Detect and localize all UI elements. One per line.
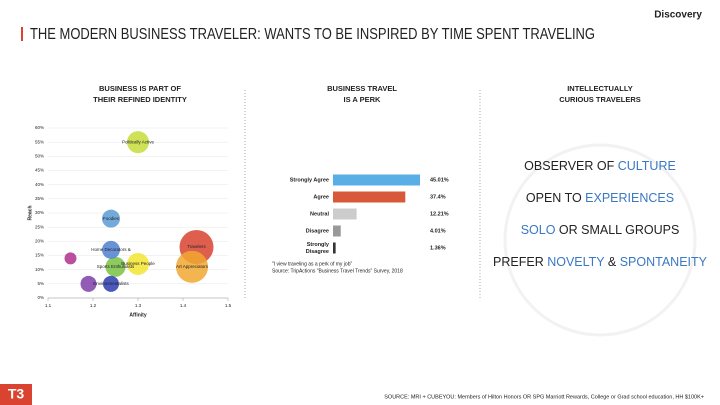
bar-value-label: 4.01% [430,228,446,234]
trait-text: OR SMALL GROUPS [555,223,679,237]
bubble [127,253,149,275]
logo-box [0,384,32,405]
bubble-label: Travelers [187,244,206,249]
section-subtitle: BUSINESS TRAVEL [327,84,397,93]
bar [333,242,336,254]
category-label: Strongly Disagree [306,242,330,255]
note: "I view traveling as a perk of my job" [272,261,352,267]
y-tick-label: 20% [35,239,44,244]
logo: T3 [8,386,25,402]
bubble [64,252,77,265]
x-tick-label: 1.4 [180,303,187,308]
background-circle [503,143,697,337]
bar [333,191,406,203]
trait-text: & [604,255,619,269]
trait: OBSERVER OF CULTURE [524,159,676,173]
x-tick-label: 1.1 [45,303,52,308]
trait: OPEN TO EXPERIENCES [526,191,674,205]
section-subtitle: THEIR REFINED IDENTITY [93,95,187,104]
y-tick-label: 25% [35,224,44,229]
bar-value-label: 45.01% [430,177,449,183]
bar [333,208,357,220]
bubble [127,131,149,154]
section-subtitle: IS A PERK [344,95,382,104]
trait-highlight: EXPERIENCES [585,191,674,205]
y-tick-label: 0% [37,295,44,300]
bar-value-label: 37.4% [430,194,446,200]
section-subtitle: BUSINESS IS PART OF [99,84,181,93]
trait: PREFER NOVELTY & SPONTANEITY [493,255,708,269]
trait-highlight: NOVELTY [547,255,605,269]
trait-text: PREFER [493,255,547,269]
bubble [102,240,120,259]
trait-text: OBSERVER OF [524,159,618,173]
bubble-label: Environmentalists [93,281,129,286]
category-label-line: Disagree [306,249,329,255]
title-accent [21,27,23,41]
x-tick-label: 1.3 [135,303,142,308]
bubble [80,275,97,292]
footer-source: SOURCE: MRI + CUBEYOU: Members of Hilton… [384,394,704,400]
y-axis-label: Reach [27,205,33,220]
y-tick-label: 10% [35,267,44,272]
brand: Discovery [654,10,702,21]
trait-text: OPEN TO [526,191,585,205]
trait: SOLO OR SMALL GROUPS [521,223,680,237]
bar-value-label: 1.36% [430,245,446,251]
trait-highlight: SOLO [521,223,556,237]
note: Source: TripActions "Business Travel Tre… [272,268,403,274]
category-label: Disagree [306,228,329,234]
bar [333,174,420,186]
y-tick-label: 5% [37,281,44,286]
trait-highlight: SPONTANEITY [620,255,708,269]
bubble-label: Sports Enthusiasts [97,264,135,269]
bubble-label: Business People [121,261,155,266]
category-label-line: Strongly [307,242,330,248]
bubble-label: Art Appreciators [176,264,209,269]
bubble [102,209,120,228]
bar-value-label: 12.21% [430,211,449,217]
y-tick-label: 35% [35,196,44,201]
x-axis-label: Affinity [129,312,146,318]
bubble-label: Home Decorators & [91,247,131,252]
category-label: Agree [313,194,329,200]
y-tick-label: 30% [35,210,44,215]
x-tick-label: 1.2 [90,303,97,308]
bubble [105,256,126,277]
bubble [176,250,208,283]
trait-highlight: CULTURE [618,159,676,173]
bubble-label: Politically Active [122,139,155,144]
category-label: Neutral [310,211,329,217]
y-tick-label: 50% [35,154,44,159]
slide-title: THE MODERN BUSINESS TRAVELER: WANTS TO B… [30,26,595,43]
y-tick-label: 40% [35,182,44,187]
x-tick-label: 1.5 [225,303,232,308]
bar [333,225,341,237]
y-tick-label: 55% [35,139,44,144]
section-subtitle: CURIOUS TRAVELERS [559,95,641,104]
y-tick-label: 15% [35,253,44,258]
category-label: Strongly Agree [290,177,329,183]
bubble [103,275,119,292]
y-tick-label: 45% [35,168,44,173]
section-subtitle: INTELLECTUALLY [567,84,633,93]
bubble-label: Foodies [103,216,120,221]
y-tick-label: 60% [35,125,44,130]
